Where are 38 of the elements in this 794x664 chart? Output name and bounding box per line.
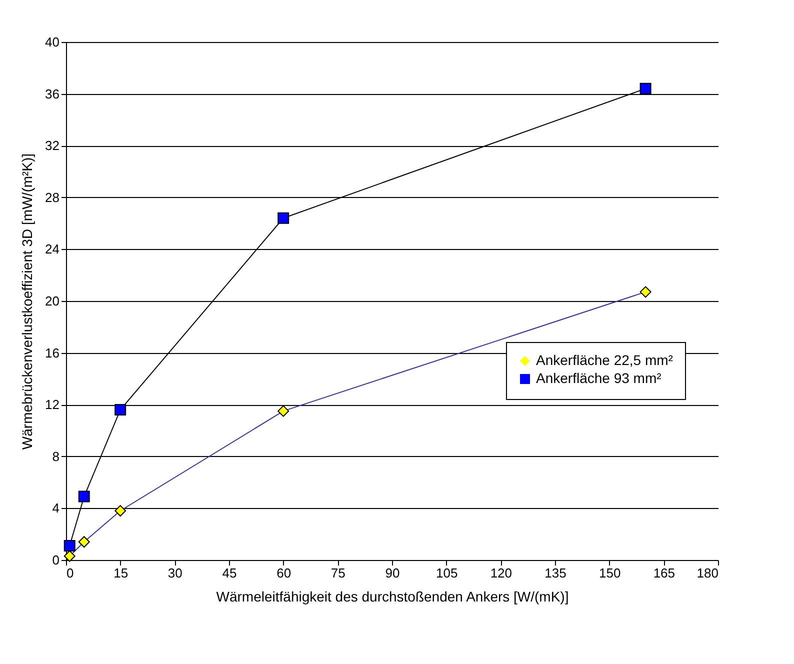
y-tick-label: 28 [45,190,60,205]
x-tick-label: 30 [168,566,182,580]
point [114,404,126,416]
x-tick-label: 45 [222,566,237,580]
point [78,490,90,502]
x-tick-label: 75 [330,566,346,580]
x-tick-label: 15 [114,566,128,580]
point [64,550,76,562]
point [278,212,290,224]
legend-label: Ankerfläche 22,5 mm² [536,352,674,368]
point [78,536,90,548]
x-tick-label: 0 [66,566,74,580]
point [278,405,290,417]
x-tick-label: 180 [696,566,718,580]
x-axis-title: Wärmeleitfähigkeit des durchstoßenden Ankers [W/(mK)] [216,588,569,604]
y-tick-label: 32 [45,138,60,154]
point [114,505,126,517]
x-tick-label: 120 [490,566,512,580]
x-tick-label: 135 [544,566,566,580]
y-tick-label: 8 [52,448,60,464]
x-tick-label: 165 [653,566,676,580]
x-tick-label: 150 [598,566,621,580]
y-tick-label: 12 [45,397,60,412]
y-tick-label: 16 [45,345,60,360]
y-axis-title: Wärmebrückenverlustkoeffizient 3D [mW/(m²K)] [19,153,36,450]
point [640,286,652,298]
y-tick-label: 20 [45,294,60,308]
x-tick-label: 90 [385,566,400,580]
y-tick-label: 40 [45,34,60,50]
y-tick-label: 36 [45,86,60,102]
y-tick-label: 0 [52,552,60,568]
legend-label: Ankerfläche 93 mm² [536,370,662,386]
point [640,82,652,94]
x-tick-label: 105 [436,566,458,580]
x-tick-label: 60 [276,566,292,580]
point [64,540,76,552]
y-tick-label: 24 [45,242,60,257]
y-tick-label: 4 [52,500,60,516]
